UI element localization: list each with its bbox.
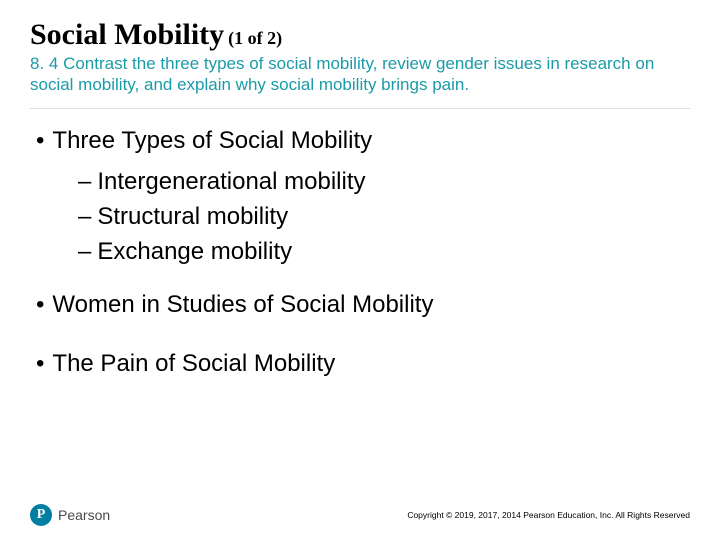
bullet-dot-icon: • (36, 127, 44, 154)
slide-footer: P Pearson Copyright © 2019, 2017, 2014 P… (30, 504, 690, 526)
bullet-level2: –Exchange mobility (78, 236, 690, 267)
bullet-level2: –Intergenerational mobility (78, 166, 690, 197)
bullet-level2: –Structural mobility (78, 201, 690, 232)
logo-letter: P (37, 507, 46, 523)
copyright-text: Copyright © 2019, 2017, 2014 Pearson Edu… (407, 510, 690, 520)
bullet-level1: • Women in Studies of Social Mobility (36, 289, 690, 320)
bullet-text: Exchange mobility (97, 238, 292, 265)
learning-objective: 8. 4 Contrast the three types of social … (30, 53, 690, 96)
bullet-dash-icon: – (78, 168, 91, 195)
divider-line (30, 108, 690, 109)
content-area: •Three Types of Social Mobility –Interge… (30, 125, 690, 380)
bullet-dash-icon: – (78, 203, 91, 230)
bullet-dot-icon: • (36, 291, 44, 318)
bullet-text: Three Types of Social Mobility (52, 127, 372, 154)
bullet-dot-icon: • (36, 350, 44, 377)
bullet-level1: • The Pain of Social Mobility (36, 348, 690, 379)
pearson-logo: P Pearson (30, 504, 110, 526)
bullet-level1: • Three Types of Social Mobility (36, 125, 690, 156)
brand-name: Pearson (58, 507, 110, 523)
bullet-text: Women in Studies of Social Mobility (52, 291, 433, 318)
bullet-text: The Pain of Social Mobility (52, 350, 335, 377)
slide-title: Social Mobility (1 of 2) (30, 18, 690, 51)
title-pagination: (1 of 2) (228, 28, 282, 48)
bullet-text: Intergenerational mobility (97, 168, 365, 195)
slide-container: Social Mobility (1 of 2) 8. 4 Contrast t… (0, 0, 720, 540)
logo-circle-icon: P (30, 504, 52, 526)
bullet-dash-icon: – (78, 238, 91, 265)
title-main: Social Mobility (30, 18, 224, 51)
bullet-text: Structural mobility (97, 203, 288, 230)
